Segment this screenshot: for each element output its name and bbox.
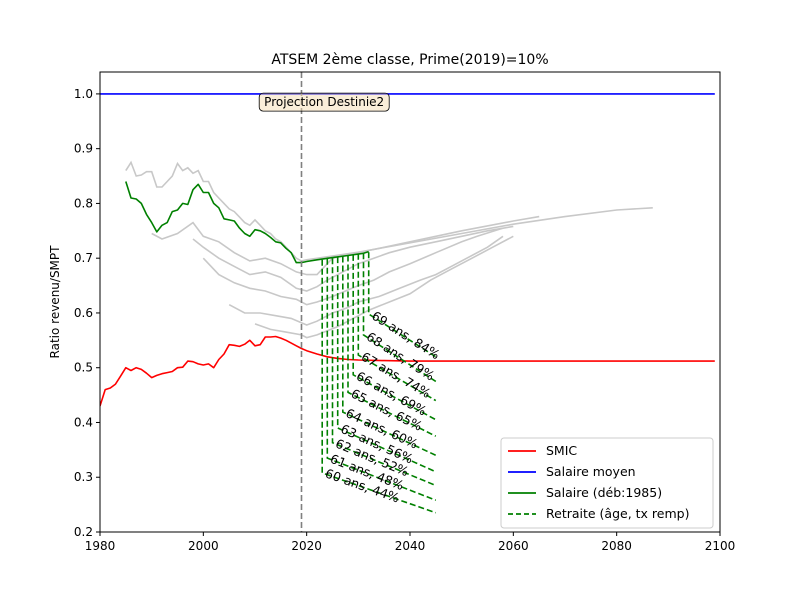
legend-box xyxy=(500,437,714,529)
retirement-line-61 xyxy=(326,258,437,501)
retirement-line-66 xyxy=(352,254,437,421)
series-layer xyxy=(100,93,715,407)
x-tick-label: 2060 xyxy=(498,539,529,553)
retirement-line-67 xyxy=(357,253,437,402)
projection-annotation-box xyxy=(258,92,390,112)
retirement-line-60 xyxy=(321,259,437,514)
retirement-line-68 xyxy=(362,253,437,383)
projection-annotation: Projection Destinie2 xyxy=(258,92,390,112)
y-tick-label: 0.4 xyxy=(74,415,93,429)
x-tick-label: 2000 xyxy=(188,539,219,553)
legend-label: Salaire moyen xyxy=(546,464,636,479)
y-tick-label: 0.8 xyxy=(74,196,93,210)
retirement-line-69 xyxy=(367,252,437,358)
cohort-line-2 xyxy=(151,215,540,276)
legend-label: SMIC xyxy=(546,443,577,458)
salaire-line xyxy=(125,181,369,264)
x-tick-label: 2020 xyxy=(291,539,322,553)
legend: SMIC Salaire moyen Salaire (déb:1985) Retra… xyxy=(500,437,714,529)
y-tick-label: 0.3 xyxy=(74,470,93,484)
retirement-line-63 xyxy=(336,257,437,473)
x-tick-label: 2100 xyxy=(705,539,736,553)
legend-label: Retraite (âge, tx remp) xyxy=(546,506,689,521)
cohort-line-4 xyxy=(202,227,504,306)
legend-label: Salaire (déb:1985) xyxy=(546,485,662,500)
retirement-lines-layer xyxy=(321,252,437,514)
x-axis: 1980 2000 2020 2040 2060 2080 2100 xyxy=(85,532,736,553)
retirement-line-64 xyxy=(341,256,437,457)
smic-line xyxy=(100,335,715,407)
cohort-line-1 xyxy=(125,160,653,262)
x-tick-label: 2040 xyxy=(395,539,426,553)
x-tick-label: 2080 xyxy=(601,539,632,553)
y-tick-label: 0.9 xyxy=(74,142,93,156)
chart-title: ATSEM 2ème classe, Prime(2019)=10% xyxy=(271,52,548,68)
projection-annotation-text: Projection Destinie2 xyxy=(264,95,384,109)
y-tick-label: 0.7 xyxy=(74,251,93,265)
x-tick-label: 1980 xyxy=(85,539,116,553)
cohort-line-6 xyxy=(254,235,514,339)
y-tick-label: 0.6 xyxy=(74,306,93,320)
y-tick-label: 1.0 xyxy=(74,87,93,101)
retirement-line-62 xyxy=(331,258,437,487)
retirement-line-65 xyxy=(347,255,437,437)
y-tick-label: 0.2 xyxy=(74,525,93,539)
y-axis: 0.2 0.3 0.4 0.5 0.6 0.7 0.8 0.9 1.0 xyxy=(74,87,100,539)
y-tick-label: 0.5 xyxy=(74,361,93,375)
y-axis-label: Ratio revenu/SMPT xyxy=(48,245,62,359)
